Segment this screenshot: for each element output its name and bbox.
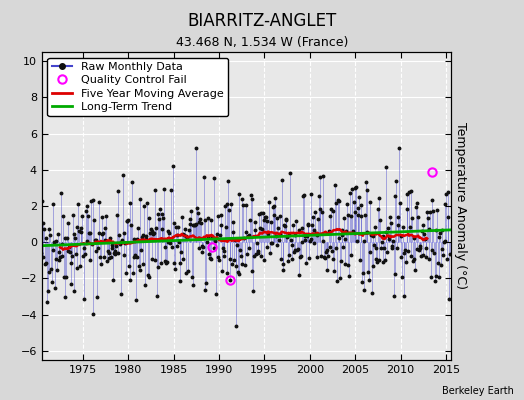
Text: 43.468 N, 1.534 W (France): 43.468 N, 1.534 W (France) [176, 36, 348, 49]
Legend: Raw Monthly Data, Quality Control Fail, Five Year Moving Average, Long-Term Tren: Raw Monthly Data, Quality Control Fail, … [48, 58, 228, 116]
Text: BIARRITZ-ANGLET: BIARRITZ-ANGLET [188, 12, 336, 30]
Text: Berkeley Earth: Berkeley Earth [442, 386, 514, 396]
Y-axis label: Temperature Anomaly (°C): Temperature Anomaly (°C) [454, 122, 466, 290]
